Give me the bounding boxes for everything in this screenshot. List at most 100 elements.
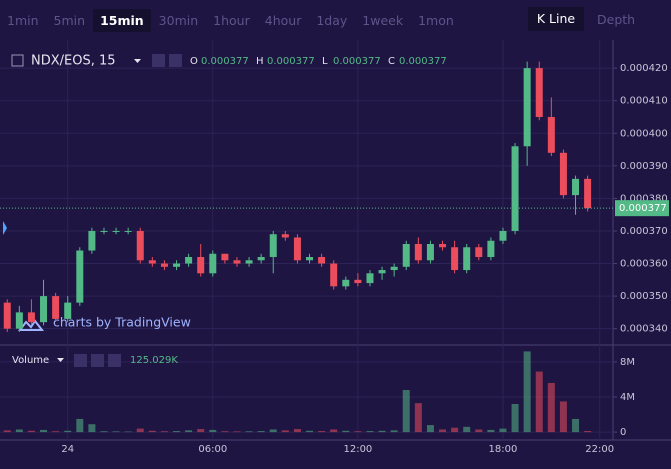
volume-bar <box>124 431 132 433</box>
volume-bar <box>306 430 314 433</box>
candle <box>535 61 543 121</box>
volume-bar <box>281 430 289 433</box>
candle <box>197 243 205 277</box>
volume-bar <box>52 431 60 433</box>
ohlc-key: O <box>190 56 198 67</box>
interval-button[interactable]: 5min <box>53 12 86 28</box>
y2-tick-label: 4M <box>620 392 635 403</box>
depth-tab[interactable]: Depth <box>597 12 636 27</box>
candle-body <box>559 152 567 196</box>
y-tick-label: 0.000360 <box>620 259 668 270</box>
candle <box>547 97 555 157</box>
volume-bar <box>330 429 338 433</box>
candle <box>499 227 507 244</box>
volume-bar <box>378 430 386 433</box>
volume-bar <box>390 430 398 433</box>
candle-body <box>124 230 132 232</box>
interval-button[interactable]: 1day <box>316 12 348 28</box>
candle-body <box>535 68 543 117</box>
volume-bar <box>572 418 580 433</box>
candle <box>584 175 592 212</box>
volume-menu <box>57 358 64 362</box>
volume-bar <box>257 431 265 433</box>
y-tick-label: 0.000350 <box>620 291 668 302</box>
x-tick-label: 06:00 <box>198 444 227 455</box>
volume-bar <box>511 404 519 433</box>
volume-bar <box>584 431 592 433</box>
symbol: NDX/EOS, 15 <box>31 54 116 69</box>
candle <box>76 247 84 306</box>
candle-body <box>257 257 265 261</box>
interval-button[interactable]: 15min <box>93 8 151 32</box>
candle-body <box>511 146 519 231</box>
candle <box>136 227 144 264</box>
candle-body <box>112 230 120 232</box>
volume-icon <box>91 354 104 367</box>
candle-body <box>354 279 362 284</box>
interval-button[interactable]: 1hour <box>213 12 250 28</box>
candle-body <box>487 240 495 258</box>
candle <box>3 299 11 332</box>
y-tick-label: 0.000390 <box>620 161 668 172</box>
scroll-handle <box>3 221 7 235</box>
candle <box>354 273 362 287</box>
candle <box>173 260 181 271</box>
candle <box>281 230 289 241</box>
volume-bar <box>523 351 531 433</box>
candle <box>112 227 120 235</box>
volume-bar <box>15 429 23 433</box>
candle-body <box>173 263 181 267</box>
volume-title: Volume <box>12 355 49 366</box>
candle <box>426 240 434 264</box>
candle-body <box>281 234 289 238</box>
candle <box>293 234 301 264</box>
candle <box>269 230 277 274</box>
candle-body <box>148 260 156 264</box>
candle <box>64 296 72 323</box>
candle-body <box>306 257 314 261</box>
volume-bar <box>402 389 410 433</box>
ohlc-key: C <box>388 56 395 67</box>
settings-icon <box>169 54 182 67</box>
candle <box>475 243 483 261</box>
candle <box>511 143 519 235</box>
candle <box>414 237 422 264</box>
last-price-label: 0.000377 <box>619 203 667 214</box>
y2-tick-label: 8M <box>620 357 635 368</box>
candle-body <box>3 302 11 329</box>
candle <box>378 266 386 280</box>
candle-body <box>64 302 72 319</box>
volume-bar <box>88 424 96 433</box>
candle-body <box>547 116 555 153</box>
volume-bar <box>366 431 374 433</box>
candle-body <box>499 230 507 241</box>
candle <box>572 175 580 215</box>
interval-button[interactable]: 1min <box>7 12 39 28</box>
last-price-badge <box>615 200 669 217</box>
interval-button[interactable]: 30min <box>158 12 199 28</box>
candle-body <box>390 266 398 271</box>
candle <box>245 257 253 267</box>
volume-bar <box>100 431 108 433</box>
volume-bar <box>27 430 35 433</box>
kline-tab[interactable]: K Line <box>528 7 584 31</box>
candle <box>148 257 156 267</box>
watermark: charts by TradingView <box>53 315 191 330</box>
volume-bar <box>354 431 362 433</box>
volume-bar <box>185 430 193 433</box>
interval-button[interactable]: 4hour <box>264 12 302 28</box>
volume-bar <box>426 425 434 433</box>
interval-button[interactable]: 1week <box>362 12 404 28</box>
interval-button[interactable]: 1mon <box>418 12 454 28</box>
candle-body <box>523 68 531 147</box>
candle-body <box>402 243 410 267</box>
candle-body <box>15 312 23 329</box>
candle-body <box>197 257 205 274</box>
candle <box>221 253 229 264</box>
candle <box>306 253 314 264</box>
volume-bar <box>499 428 507 433</box>
candle-body <box>342 279 350 287</box>
candle <box>40 279 48 326</box>
candle <box>160 260 168 271</box>
